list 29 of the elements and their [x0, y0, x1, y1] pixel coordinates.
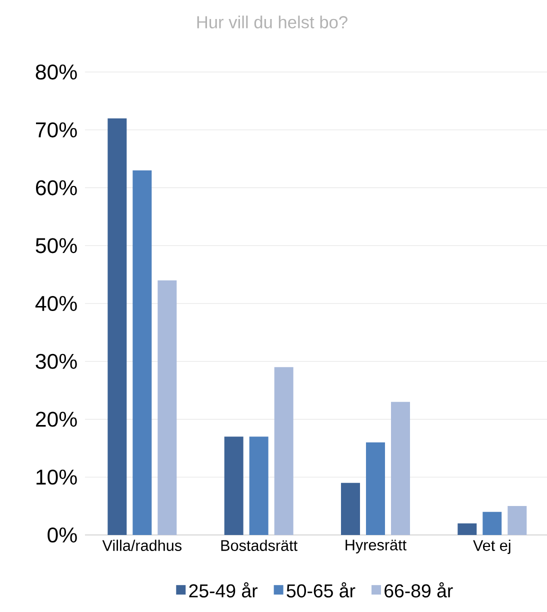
bar: [224, 436, 244, 535]
legend-label: 25-49 år: [189, 582, 258, 598]
bar: [390, 402, 410, 535]
legend-label: 66-89 år: [384, 582, 453, 598]
bar: [366, 442, 385, 535]
y-tick-label: 60%: [36, 180, 77, 196]
legend-label: 50-65 år: [286, 582, 356, 598]
y-tick-label: 40%: [35, 296, 77, 312]
y-tick-label: 0%: [48, 527, 77, 543]
bar: [132, 170, 152, 535]
x-tick-label: Bostadsrätt: [221, 540, 298, 551]
y-tick-label: 30%: [36, 354, 77, 369]
bar: [158, 280, 177, 535]
bar: [482, 512, 502, 535]
bar: [508, 506, 527, 535]
bar: [458, 523, 477, 535]
bar: [340, 482, 360, 535]
chart-title: Hur vill du helst bo?: [197, 16, 348, 28]
y-tick-label: 20%: [36, 412, 77, 427]
bar: [249, 436, 268, 535]
y-tick-label: 50%: [36, 238, 77, 254]
y-tick-label: 80%: [36, 64, 77, 80]
x-tick-label: Hyresrätt: [346, 540, 406, 554]
x-tick-label: Vet ej: [473, 540, 510, 554]
x-tick-label: Villa/radhus: [102, 540, 182, 551]
y-tick-label: 70%: [36, 122, 77, 138]
y-tick-label: 10%: [36, 470, 77, 485]
bar: [274, 367, 294, 535]
bar: [108, 118, 127, 535]
